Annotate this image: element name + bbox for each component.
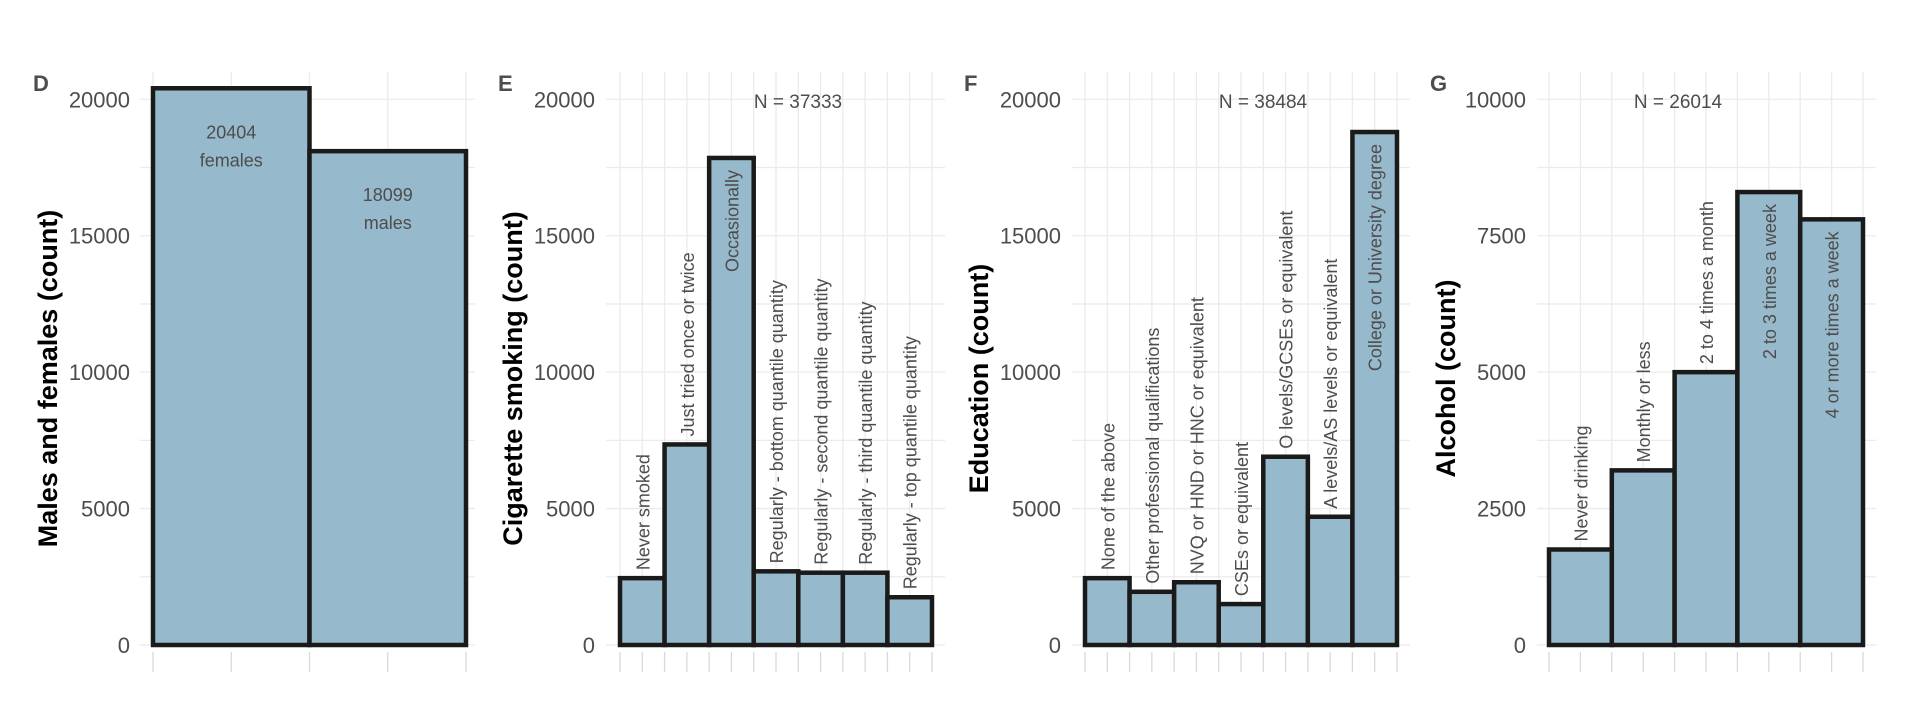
category-label: Never smoked (633, 454, 653, 570)
y-tick-label: 20000 (1000, 87, 1061, 112)
category-label: O levels/GCSEs or equivalent (1277, 211, 1297, 449)
y-tick-label: 10000 (1000, 360, 1061, 385)
bar-data-label: 18099 (363, 185, 413, 205)
bar-6 (840, 570, 890, 648)
category-label: Occasionally (722, 170, 742, 272)
bar-2 (307, 148, 469, 648)
y-axis-title: Education (count) (964, 264, 994, 493)
bar-3 (1672, 369, 1740, 648)
panel-letter: G (1430, 71, 1447, 96)
category-label: Just tried once or twice (678, 252, 698, 436)
panel-g: 0 2500 5000 7500 10000 G Alcohol (count) N = 26… (1430, 71, 1876, 672)
y-tick-label: 2500 (1477, 497, 1526, 522)
bar-7 (1350, 129, 1400, 648)
category-label: 2 to 4 times a month (1697, 201, 1717, 364)
bar-data-label: females (200, 150, 263, 170)
n-label: N = 38484 (1219, 92, 1308, 113)
bar-6 (1305, 514, 1355, 648)
y-tick-label: 20000 (534, 87, 595, 112)
bar-2 (1127, 589, 1177, 648)
bar-1 (150, 86, 312, 648)
y-tick-label: 10000 (69, 360, 130, 385)
category-label: NVQ or HND or HNC or equivalent (1187, 297, 1207, 574)
category-label: CSEs or equivalent (1232, 442, 1252, 596)
y-tick-label: 15000 (69, 224, 130, 249)
bar-7 (885, 595, 935, 648)
bar-5 (1797, 217, 1866, 648)
bar-5 (1261, 454, 1311, 648)
y-tick-label: 5000 (1012, 497, 1061, 522)
y-axis-title: Cigarette smoking (count) (498, 211, 528, 546)
category-label: None of the above (1098, 423, 1118, 570)
bar-1 (1546, 547, 1615, 648)
bar-data-label: males (364, 213, 412, 233)
bar-2 (662, 442, 712, 648)
category-label: Regularly - bottom quantile quantity (767, 280, 787, 563)
y-tick-label: 0 (1049, 633, 1061, 658)
y-tick-label: 0 (583, 633, 595, 658)
panel-letter: D (33, 71, 49, 96)
category-label: 2 to 3 times a week (1760, 203, 1780, 359)
panel-d: 0 5000 10000 15000 20000 D Males and females (… (33, 71, 475, 672)
n-label: N = 37333 (754, 92, 842, 113)
category-label: College or University degree (1366, 144, 1386, 371)
y-tick-label: 5000 (546, 497, 595, 522)
y-tick-label: 10000 (1465, 87, 1526, 112)
panel-f: 0 5000 10000 15000 20000 F Education (count) N … (964, 71, 1410, 672)
panel-e: 0 5000 10000 15000 20000 E Cigarette smoking (… (498, 71, 945, 672)
y-tick-label: 15000 (1000, 224, 1061, 249)
category-label: Regularly - top quantile quantity (901, 336, 921, 589)
y-tick-label: 5000 (81, 497, 130, 522)
y-tick-label: 7500 (1477, 224, 1526, 249)
category-label: Regularly - second quantile quantity (812, 279, 832, 565)
category-label: Other professional qualifications (1143, 328, 1163, 584)
bar-1 (1082, 575, 1132, 648)
category-label: Never drinking (1571, 425, 1591, 541)
bar-5 (796, 570, 846, 648)
y-axis-title: Alcohol (count) (1431, 280, 1461, 478)
y-axis-title: Males and females (count) (33, 210, 63, 548)
y-tick-label: 15000 (534, 224, 595, 249)
bar-2 (1609, 468, 1677, 648)
category-label: Monthly or less (1634, 341, 1654, 462)
bar-3 (1171, 579, 1221, 648)
bar-3 (706, 155, 756, 648)
category-label: A levels/AS levels or equivalent (1321, 259, 1341, 509)
bar-4 (1216, 601, 1266, 648)
category-label: Regularly - third quantile quantity (856, 302, 876, 565)
y-tick-label: 20000 (69, 87, 130, 112)
y-tick-label: 10000 (534, 360, 595, 385)
bar-4 (1735, 189, 1803, 648)
y-tick-label: 0 (118, 633, 130, 658)
bar-1 (617, 575, 667, 648)
panel-letter: F (964, 71, 977, 96)
y-tick-label: 0 (1514, 633, 1526, 658)
panel-letter: E (498, 71, 513, 96)
n-label: N = 26014 (1634, 92, 1723, 113)
bar-data-label: 20404 (206, 122, 256, 142)
y-tick-label: 5000 (1477, 360, 1526, 385)
category-label: 4 or more times a week (1823, 230, 1843, 418)
bar-4 (751, 569, 801, 648)
